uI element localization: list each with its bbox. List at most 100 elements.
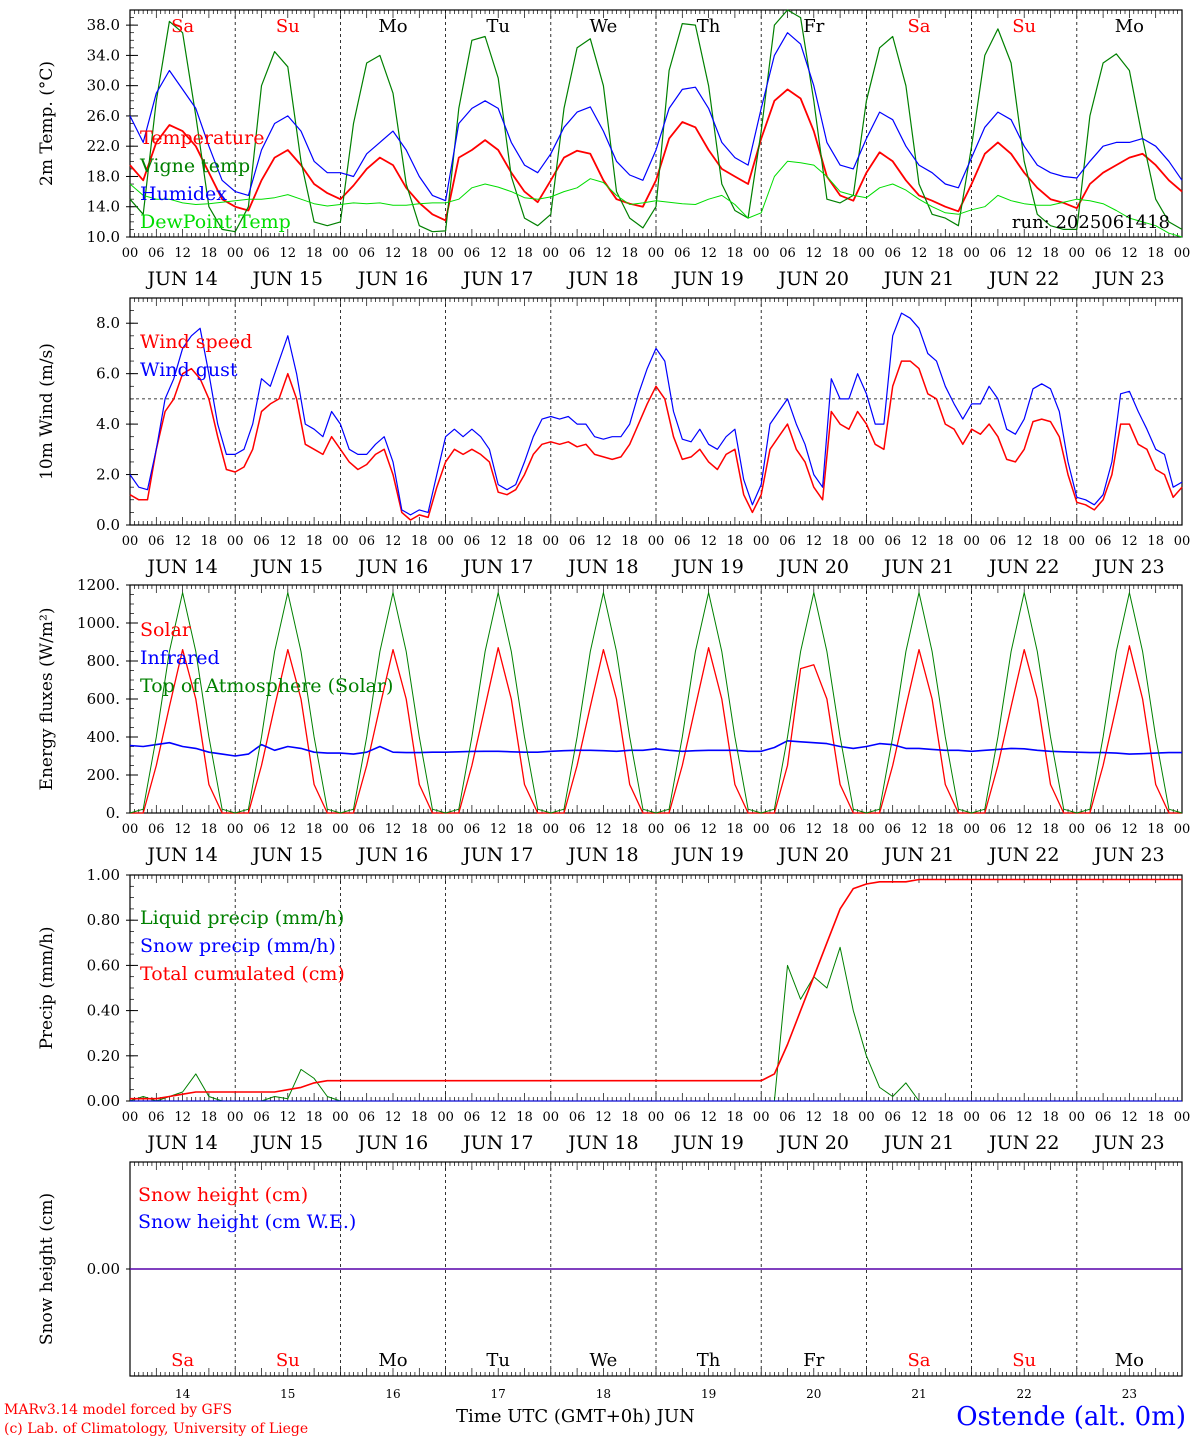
- y-axis-label: 10m Wind (m/s): [37, 343, 57, 480]
- y-tick-label: 30.0: [87, 77, 120, 95]
- hour-tick-label: 12: [1121, 822, 1138, 837]
- y-axis-label: Precip (mm/h): [37, 926, 57, 1049]
- hour-tick-label: 06: [253, 822, 270, 837]
- hour-tick-label: 12: [911, 534, 928, 549]
- series-line-top-of-atmosphere-solar-: [129, 592, 1183, 814]
- hour-tick-label: 12: [490, 1110, 507, 1125]
- hour-tick-label: 06: [358, 822, 375, 837]
- hour-tick-label: 18: [727, 246, 744, 261]
- hour-tick-label: 18: [1147, 1110, 1164, 1125]
- hour-tick-label: 00: [648, 246, 665, 261]
- hour-tick-label: 00: [1174, 246, 1191, 261]
- hour-tick-label: 00: [543, 246, 560, 261]
- hour-tick-label: 00: [437, 534, 454, 549]
- hour-tick-label: 12: [595, 1110, 612, 1125]
- legend-entry: Vigne temp: [139, 155, 250, 177]
- weekday-label: Mo: [378, 16, 407, 37]
- series-line-infrared: [129, 739, 1182, 757]
- panel-3: 0. 200. 400. 600. 800. 1000. 1200. Energy fluxe…: [37, 576, 1190, 866]
- hour-tick-label: 12: [385, 246, 402, 261]
- hour-tick-label: 00: [332, 822, 349, 837]
- day-label: JUN 22: [987, 268, 1059, 290]
- day-label: JUN 21: [882, 268, 954, 290]
- hour-tick-label: 18: [937, 1110, 954, 1125]
- day-number-label: 20: [806, 1387, 821, 1401]
- hour-tick-label: 18: [727, 822, 744, 837]
- weekday-label: Th: [697, 1350, 721, 1371]
- series-line-dewpoint-temp: [129, 160, 1183, 238]
- hour-tick-label: 12: [280, 246, 297, 261]
- hour-tick-label: 18: [516, 822, 533, 837]
- legend-entry: Liquid precip (mm/h): [140, 907, 344, 929]
- hour-tick-label: 12: [280, 1110, 297, 1125]
- y-tick-label: 1.00: [87, 866, 120, 884]
- weekday-label: Su: [1012, 16, 1036, 37]
- y-tick-label: 400.: [87, 728, 120, 746]
- hour-tick-label: 06: [569, 534, 586, 549]
- hour-tick-label: 00: [1069, 822, 1086, 837]
- hour-tick-label: 18: [1042, 534, 1059, 549]
- day-label: JUN 19: [671, 556, 743, 578]
- legend-entry: Top of Atmosphere (Solar): [140, 675, 393, 697]
- y-tick-label: 6.0: [96, 365, 120, 383]
- hour-tick-label: 00: [122, 246, 139, 261]
- hour-tick-label: 00: [858, 534, 875, 549]
- weekday-label: Tu: [486, 1350, 510, 1371]
- y-tick-label: 14.0: [87, 198, 120, 216]
- hour-tick-label: 06: [884, 246, 901, 261]
- hour-tick-label: 18: [411, 534, 428, 549]
- run-annotation: run: 2025061418: [1012, 212, 1170, 233]
- hour-tick-label: 12: [490, 246, 507, 261]
- hour-tick-label: 18: [937, 246, 954, 261]
- day-label: JUN 23: [1092, 1132, 1164, 1154]
- time-axis-title-text: Time UTC (GMT+0h): [456, 1406, 651, 1427]
- y-tick-label: 38.0: [87, 16, 120, 34]
- hour-tick-label: 12: [490, 534, 507, 549]
- weekday-label: Fr: [803, 1350, 824, 1371]
- hour-tick-label: 18: [306, 534, 323, 549]
- time-axis-title: Time UTC (GMT+0h) JUN: [456, 1406, 695, 1427]
- hour-tick-label: 00: [963, 534, 980, 549]
- credit-lab: (c) Lab. of Climatology, University of L…: [4, 1421, 309, 1437]
- day-label: JUN 21: [882, 556, 954, 578]
- hour-tick-label: 06: [148, 822, 165, 837]
- panel-1: 10.0 14.0 18.0 22.0 26.0 30.0 34.0 38.0 2m Temp.…: [37, 9, 1191, 290]
- day-label: JUN 16: [356, 556, 428, 578]
- day-label: JUN 17: [461, 268, 533, 290]
- hour-tick-label: 18: [832, 534, 849, 549]
- hour-tick-label: 00: [543, 1110, 560, 1125]
- weekday-label: Mo: [1115, 1350, 1144, 1371]
- weekday-label: Sa: [907, 16, 930, 37]
- day-label: JUN 16: [356, 844, 428, 866]
- legend-entry: DewPoint Temp: [140, 211, 291, 233]
- hour-tick-label: 06: [148, 534, 165, 549]
- y-tick-label: 200.: [87, 766, 120, 784]
- hour-tick-label: 00: [1174, 1110, 1191, 1125]
- day-label: JUN 16: [356, 1132, 428, 1154]
- legend-entry: Wind speed: [140, 331, 252, 353]
- y-tick-label: 0.40: [87, 1002, 120, 1020]
- day-label: JUN 14: [145, 556, 217, 578]
- hour-tick-label: 06: [569, 246, 586, 261]
- hour-tick-label: 12: [280, 822, 297, 837]
- hour-tick-label: 18: [727, 1110, 744, 1125]
- series-line-wind-gust: [129, 312, 1183, 516]
- day-label: JUN 22: [987, 844, 1059, 866]
- y-tick-label: 2.0: [96, 466, 120, 484]
- hour-tick-label: 18: [621, 246, 638, 261]
- hour-tick-label: 12: [911, 1110, 928, 1125]
- hour-tick-label: 12: [174, 246, 191, 261]
- hour-tick-label: 18: [306, 822, 323, 837]
- day-number-label: 21: [911, 1387, 926, 1401]
- hour-tick-label: 18: [832, 246, 849, 261]
- y-axis-label: Snow height (cm): [37, 1193, 57, 1345]
- day-label: JUN 14: [145, 268, 217, 290]
- hour-tick-label: 12: [280, 534, 297, 549]
- hour-tick-label: 00: [437, 822, 454, 837]
- hour-tick-label: 18: [1042, 1110, 1059, 1125]
- day-label: JUN 19: [671, 268, 743, 290]
- hour-tick-label: 06: [253, 246, 270, 261]
- hour-tick-label: 00: [543, 534, 560, 549]
- hour-tick-label: 12: [806, 822, 823, 837]
